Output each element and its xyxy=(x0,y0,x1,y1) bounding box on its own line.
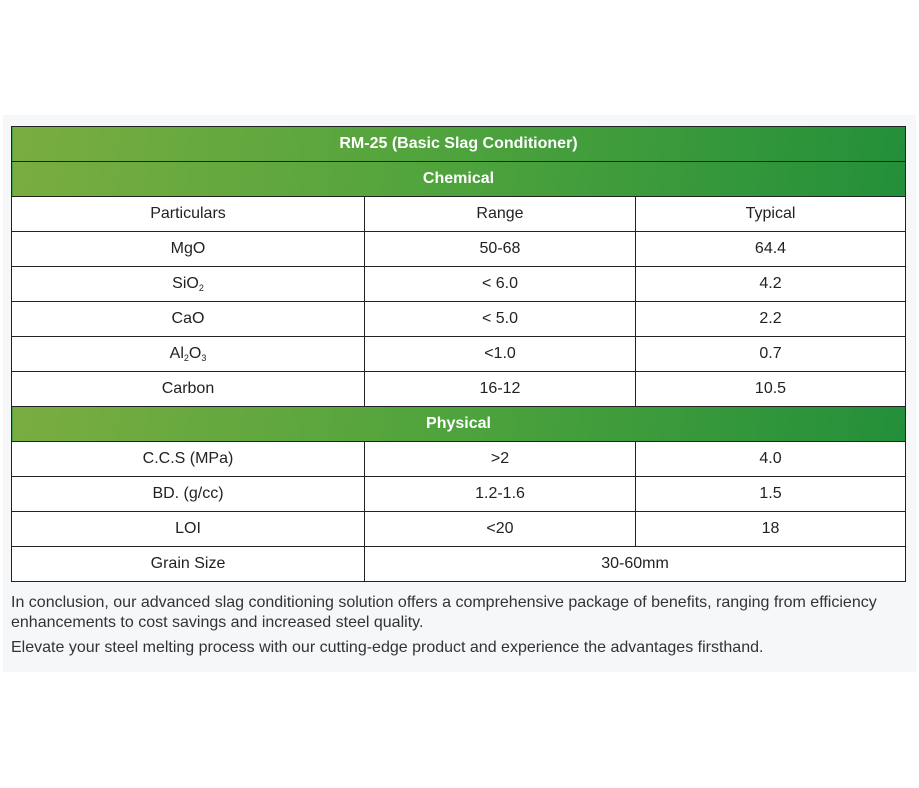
table-row: BD. (g/cc) 1.2-1.6 1.5 xyxy=(11,476,906,512)
paragraph: In conclusion, our advanced slag conditi… xyxy=(11,594,877,631)
particular: SiO2 xyxy=(11,266,365,302)
range: >2 xyxy=(364,441,636,477)
particular: BD. (g/cc) xyxy=(11,476,365,512)
table-row: Carbon 16-12 10.5 xyxy=(11,371,906,407)
table-row: SiO2 < 6.0 4.2 xyxy=(11,266,906,302)
col-particulars: Particulars xyxy=(11,196,365,232)
particular: MgO xyxy=(11,231,365,267)
table-row: LOI <20 18 xyxy=(11,511,906,547)
typical: 10.5 xyxy=(635,371,906,407)
particular: C.C.S (MPa) xyxy=(11,441,365,477)
formula: SiO xyxy=(172,275,199,292)
col-range: Range xyxy=(364,196,636,232)
table-row: Grain Size 30-60mm xyxy=(11,546,906,582)
section-physical-row: Physical xyxy=(11,406,906,442)
grain-size-value: 30-60mm xyxy=(364,546,906,582)
table-row: MgO 50-68 64.4 xyxy=(11,231,906,267)
col-typical: Typical xyxy=(635,196,906,232)
range: <20 xyxy=(364,511,636,547)
section-chemical-row: Chemical xyxy=(11,161,906,197)
subscript: 2 xyxy=(198,283,204,293)
range: <1.0 xyxy=(364,336,636,372)
section-chemical: Chemical xyxy=(11,161,906,197)
typical: 4.0 xyxy=(635,441,906,477)
subscript: 2 xyxy=(183,353,189,363)
typical: 4.2 xyxy=(635,266,906,302)
paragraph: Elevate your steel melting process with … xyxy=(11,639,764,656)
typical: 2.2 xyxy=(635,301,906,337)
table-title-row: RM-25 (Basic Slag Conditioner) xyxy=(11,126,906,162)
typical: 64.4 xyxy=(635,231,906,267)
range: 50-68 xyxy=(364,231,636,267)
range: < 5.0 xyxy=(364,301,636,337)
column-header-row: Particulars Range Typical xyxy=(11,196,906,232)
typical: 1.5 xyxy=(635,476,906,512)
table-row: Al2O3 <1.0 0.7 xyxy=(11,336,906,372)
range: 16-12 xyxy=(364,371,636,407)
specs-table: RM-25 (Basic Slag Conditioner) Chemical … xyxy=(11,126,906,582)
range: < 6.0 xyxy=(364,266,636,302)
formula: O xyxy=(188,345,202,362)
section-physical: Physical xyxy=(11,406,906,442)
particular: CaO xyxy=(11,301,365,337)
particular: Al2O3 xyxy=(11,336,365,372)
particular: Grain Size xyxy=(11,546,365,582)
typical: 18 xyxy=(635,511,906,547)
table-title: RM-25 (Basic Slag Conditioner) xyxy=(11,126,906,162)
typical: 0.7 xyxy=(635,336,906,372)
table-row: C.C.S (MPa) >2 4.0 xyxy=(11,441,906,477)
particular: LOI xyxy=(11,511,365,547)
conclusion-text: In conclusion, our advanced slag conditi… xyxy=(11,593,911,663)
table-row: CaO < 5.0 2.2 xyxy=(11,301,906,337)
range: 1.2-1.6 xyxy=(364,476,636,512)
formula: Al xyxy=(169,345,184,362)
subscript: 3 xyxy=(201,353,207,363)
particular: Carbon xyxy=(11,371,365,407)
